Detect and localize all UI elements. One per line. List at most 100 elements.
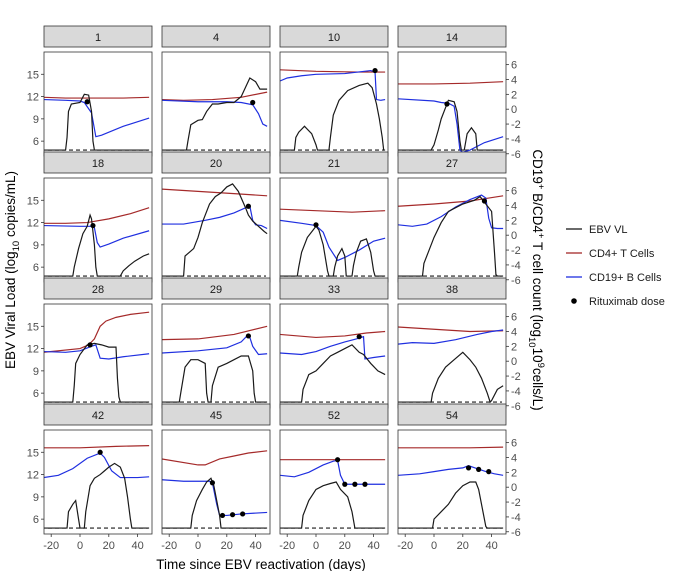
panel-10: 10 (279, 25, 389, 157)
panel-border (279, 51, 389, 157)
y-left-tick-label: 9 (33, 492, 39, 504)
y-left-tick-label: 15 (27, 195, 39, 207)
panel-14: 14 (397, 25, 507, 157)
panel-strip-label: 27 (446, 158, 458, 170)
legend-item-cd4: CD4+ T Cells (566, 248, 655, 260)
cd4-line (162, 188, 268, 197)
panel-strip (279, 277, 389, 300)
y-right-title-part: + (535, 184, 546, 190)
panel-45: 45 (161, 403, 271, 535)
panel-strip-label: 45 (210, 410, 222, 422)
legend-item-cd19: CD19+ B Cells (566, 272, 662, 284)
panel-border (279, 303, 389, 409)
panel-strip-label: 1 (95, 32, 101, 44)
cd4-line (44, 445, 150, 449)
legend-label: Rituximab dose (589, 296, 665, 308)
panel-strip-label: 29 (210, 284, 222, 296)
ebv-line (398, 481, 504, 529)
ebv-line (280, 82, 386, 151)
cd19-line (44, 452, 150, 479)
panel-strip-label: 38 (446, 284, 458, 296)
y-right-tick-label: 0 (511, 230, 517, 242)
y-right-title-part: + (535, 233, 546, 239)
y-left-tick-label: 6 (33, 136, 39, 148)
rituximab-dose-point (313, 222, 319, 228)
panel-29: 29 (161, 277, 271, 409)
panel-strip-label: 20 (210, 158, 222, 170)
panel-border (279, 429, 389, 535)
plot-area (398, 194, 504, 277)
y-right-tick-label: 0 (511, 356, 517, 368)
plot-area (44, 311, 150, 403)
panel-strip-label: 18 (92, 158, 104, 170)
rituximab-dose-point (87, 342, 93, 348)
plot-area (280, 67, 386, 151)
y-right-tick-label: -4 (511, 134, 521, 146)
x-tick-label: 0 (195, 540, 201, 552)
cd4-line (280, 69, 386, 73)
y-left-tick-label: 9 (33, 240, 39, 252)
y-right-tick-label: 6 (511, 60, 517, 72)
y-right-title-part: CD19 (530, 149, 545, 184)
ebv-line (162, 477, 268, 529)
y-left-tick-label: 6 (33, 514, 39, 526)
panel-1: 1 (43, 25, 153, 157)
cd19-line (398, 98, 504, 153)
ebv-line (398, 195, 504, 277)
legend-item-dose: Rituximab dose (571, 296, 665, 308)
legend-item-ebv: EBV VL (566, 224, 628, 236)
rituximab-dose-point (356, 334, 362, 340)
rituximab-dose-point (209, 480, 215, 486)
legend-label: EBV VL (589, 224, 628, 236)
rituximab-dose-point (335, 457, 341, 463)
plot-area (44, 93, 150, 151)
axis-titles: Time since EBV reactivation (days) EBV Vi… (3, 149, 546, 571)
panel-strip-label: 33 (328, 284, 340, 296)
panel-border (43, 51, 153, 157)
panel-52: 52 (279, 403, 389, 535)
y-left-tick-label: 6 (33, 388, 39, 400)
cd19-line (280, 335, 386, 360)
x-tick-label: 40 (249, 540, 261, 552)
y-right-tick-label: 6 (511, 438, 517, 450)
rituximab-dose-point (444, 101, 450, 107)
rituximab-dose-point (240, 511, 246, 517)
panel-strip (43, 403, 153, 426)
y-left-tick-label: 12 (27, 218, 39, 230)
panel-strip (279, 151, 389, 174)
plot-area (162, 77, 268, 151)
cd19-line (280, 459, 386, 485)
panel-strip (43, 25, 153, 48)
panel-border (43, 177, 153, 283)
y-left-tick-label: 12 (27, 470, 39, 482)
cd19-line (44, 224, 150, 248)
shared-axes: 691215-6-4-20246691215-6-4-20246691215-6… (27, 60, 521, 552)
panel-42: 42 (43, 403, 153, 535)
y-right-tick-label: 0 (511, 104, 517, 116)
y-right-tick-label: -2 (511, 119, 521, 131)
panel-strip (279, 25, 389, 48)
y-left-title-sub: 10 (11, 241, 22, 252)
panel-strip (397, 277, 507, 300)
cd19-line (162, 99, 268, 127)
cd4-line (398, 446, 504, 449)
y-right-tick-label: 6 (511, 312, 517, 324)
cd19-line (44, 344, 150, 360)
x-tick-label: 40 (367, 540, 379, 552)
cd19-line (398, 194, 504, 230)
panel-border (397, 303, 507, 409)
cd19-line (44, 98, 150, 138)
y-left-tick-label: 15 (27, 447, 39, 459)
rituximab-dose-point (352, 481, 358, 487)
plot-area (162, 183, 268, 277)
x-tick-label: -20 (279, 540, 295, 552)
panel-strip-label: 4 (213, 32, 219, 44)
plot-area (44, 207, 150, 277)
y-right-tick-label: -2 (511, 245, 521, 257)
cd4-line (44, 311, 150, 353)
rituximab-dose-point (486, 469, 492, 475)
plot-area (162, 325, 268, 403)
panel-border (279, 177, 389, 283)
rituximab-dose-point (372, 67, 378, 74)
panel-27: 27 (397, 151, 507, 283)
